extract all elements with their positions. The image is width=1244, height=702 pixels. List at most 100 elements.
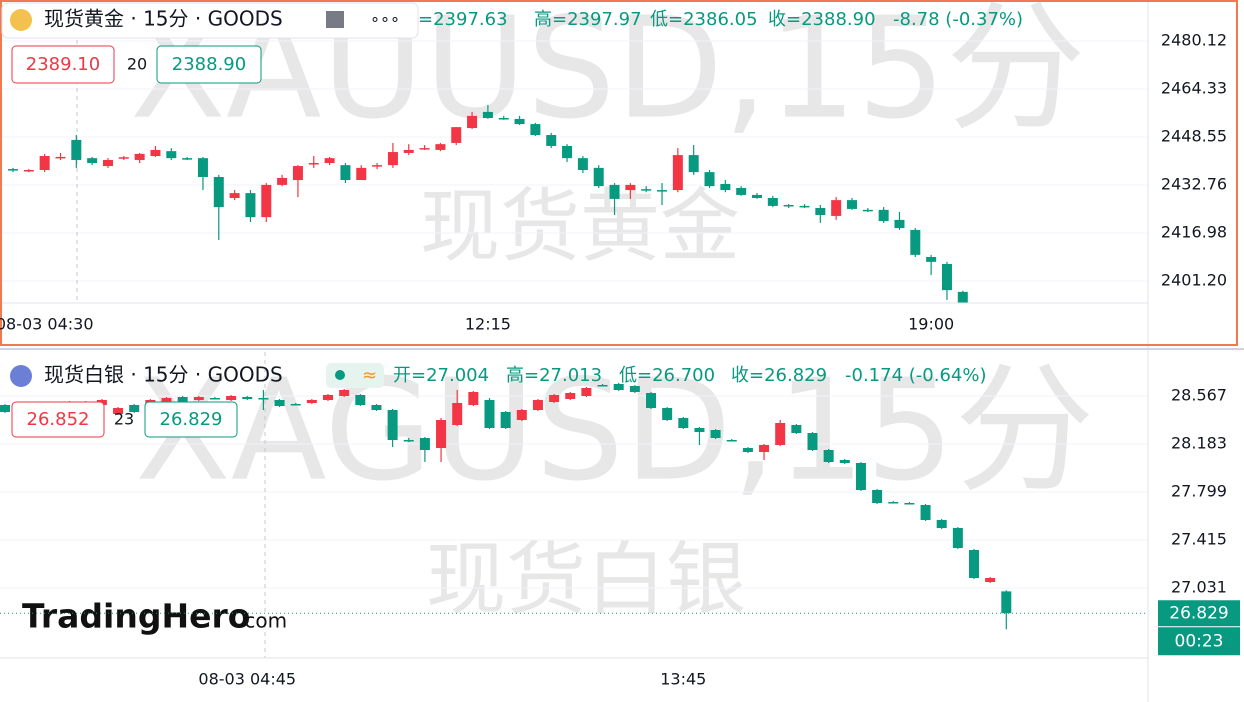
y-tick-label: 27.415 xyxy=(1171,530,1227,549)
candle-body xyxy=(759,445,770,452)
legend-title: 现货黄金 · 15分 · GOODS xyxy=(44,7,283,31)
candle-body xyxy=(775,423,786,445)
candle-body xyxy=(8,169,18,171)
candle-body xyxy=(577,158,588,171)
candle-body xyxy=(985,578,996,582)
candle-body xyxy=(419,438,430,450)
candle-body xyxy=(662,408,673,420)
candle-body xyxy=(514,118,525,125)
candle-body xyxy=(274,400,285,406)
buy-button[interactable] xyxy=(156,45,262,84)
candle-body xyxy=(134,153,145,160)
candle-body xyxy=(904,503,915,505)
x-tick-label: 08-03 04:30 xyxy=(0,315,94,334)
status-dot xyxy=(335,370,345,380)
x-tick-label: 08-03 04:45 xyxy=(198,670,296,689)
sell-price[interactable]: 26.852 xyxy=(27,409,90,430)
candle-body xyxy=(177,397,188,402)
quote-change: -8.78 (-0.37%) xyxy=(893,9,1023,30)
candle-body xyxy=(277,177,288,185)
candle-body xyxy=(839,460,850,463)
candle-body xyxy=(726,440,737,442)
candle-body xyxy=(862,209,873,212)
candle-body xyxy=(807,433,818,450)
candle-body xyxy=(694,428,705,432)
countdown-box xyxy=(1158,627,1240,656)
buy-price[interactable]: 2388.90 xyxy=(172,54,246,75)
symbol-icon xyxy=(10,365,32,387)
candle-body xyxy=(941,263,952,291)
candle-body xyxy=(484,400,495,428)
y-tick-label: 28.183 xyxy=(1171,434,1227,453)
buy-price[interactable]: 26.829 xyxy=(160,409,223,430)
candle-body xyxy=(957,291,968,303)
candle-body xyxy=(500,412,511,428)
quote-high: 高=27.013 xyxy=(506,365,602,386)
x-tick-label: 12:15 xyxy=(465,315,511,334)
candle-body xyxy=(846,200,857,209)
quote-low: 低=2386.05 xyxy=(650,9,758,30)
candle-body xyxy=(888,502,899,504)
candle-body xyxy=(742,448,753,452)
sell-price[interactable]: 2389.10 xyxy=(26,54,100,75)
candle-body xyxy=(468,392,479,405)
spread: 23 xyxy=(114,410,134,429)
candle-body xyxy=(823,450,834,462)
candle-body xyxy=(193,397,204,400)
candle-body xyxy=(593,167,604,187)
candle-body xyxy=(102,159,113,167)
y-tick-label: 2401.20 xyxy=(1161,271,1227,290)
candle-body xyxy=(609,184,620,199)
candle-body xyxy=(1001,591,1012,614)
candle-body xyxy=(831,200,842,216)
candle-body xyxy=(290,404,301,406)
candle-body xyxy=(562,145,573,159)
candle-body xyxy=(641,189,652,191)
x-tick-label: 19:00 xyxy=(908,315,954,334)
candle-body xyxy=(704,172,715,187)
y-tick-label: 2480.12 xyxy=(1161,30,1227,49)
sell-button[interactable] xyxy=(11,401,105,438)
grid xyxy=(0,40,1148,589)
candle-body xyxy=(261,184,272,218)
candle-body xyxy=(452,403,463,425)
pane-focus xyxy=(0,0,1238,346)
candle-body xyxy=(213,177,224,208)
candle-body xyxy=(565,393,576,399)
candle-body xyxy=(258,398,269,400)
candle-body xyxy=(387,410,398,440)
quote-high: 高=2397.97 xyxy=(534,9,642,30)
symbol-icon xyxy=(10,9,32,31)
candle-body xyxy=(419,148,430,150)
candle-body xyxy=(403,440,414,442)
flag-icon[interactable] xyxy=(326,11,344,28)
watermark-name: 现货白银 xyxy=(426,533,746,626)
candle-body xyxy=(799,205,810,208)
watermark: XAGUSD,15分 xyxy=(135,350,1095,513)
more-icon[interactable]: ∘∘∘ xyxy=(370,10,400,29)
candle-body xyxy=(936,520,947,528)
candle-body xyxy=(451,127,462,143)
legend-box[interactable] xyxy=(1,2,419,39)
candle-body xyxy=(783,204,794,207)
candle-body xyxy=(340,165,351,181)
candle-body xyxy=(55,156,66,159)
candle-body xyxy=(872,490,883,503)
candle-body xyxy=(613,384,624,390)
candle-body xyxy=(403,149,414,153)
candle-body xyxy=(969,550,979,578)
candle-body xyxy=(791,425,802,433)
candle-body xyxy=(292,166,303,181)
candle-body xyxy=(209,398,220,400)
candle-body xyxy=(39,156,50,171)
quote-close: 收=2388.90 xyxy=(768,9,876,30)
candle-body xyxy=(324,158,335,164)
y-tick-label: 2448.55 xyxy=(1161,127,1227,146)
sell-button[interactable] xyxy=(11,45,115,84)
candle-body xyxy=(736,187,747,195)
status-icon: ≈ xyxy=(362,365,377,386)
plot xyxy=(0,383,1012,630)
buy-button[interactable] xyxy=(144,401,238,438)
candle-body xyxy=(549,395,560,402)
